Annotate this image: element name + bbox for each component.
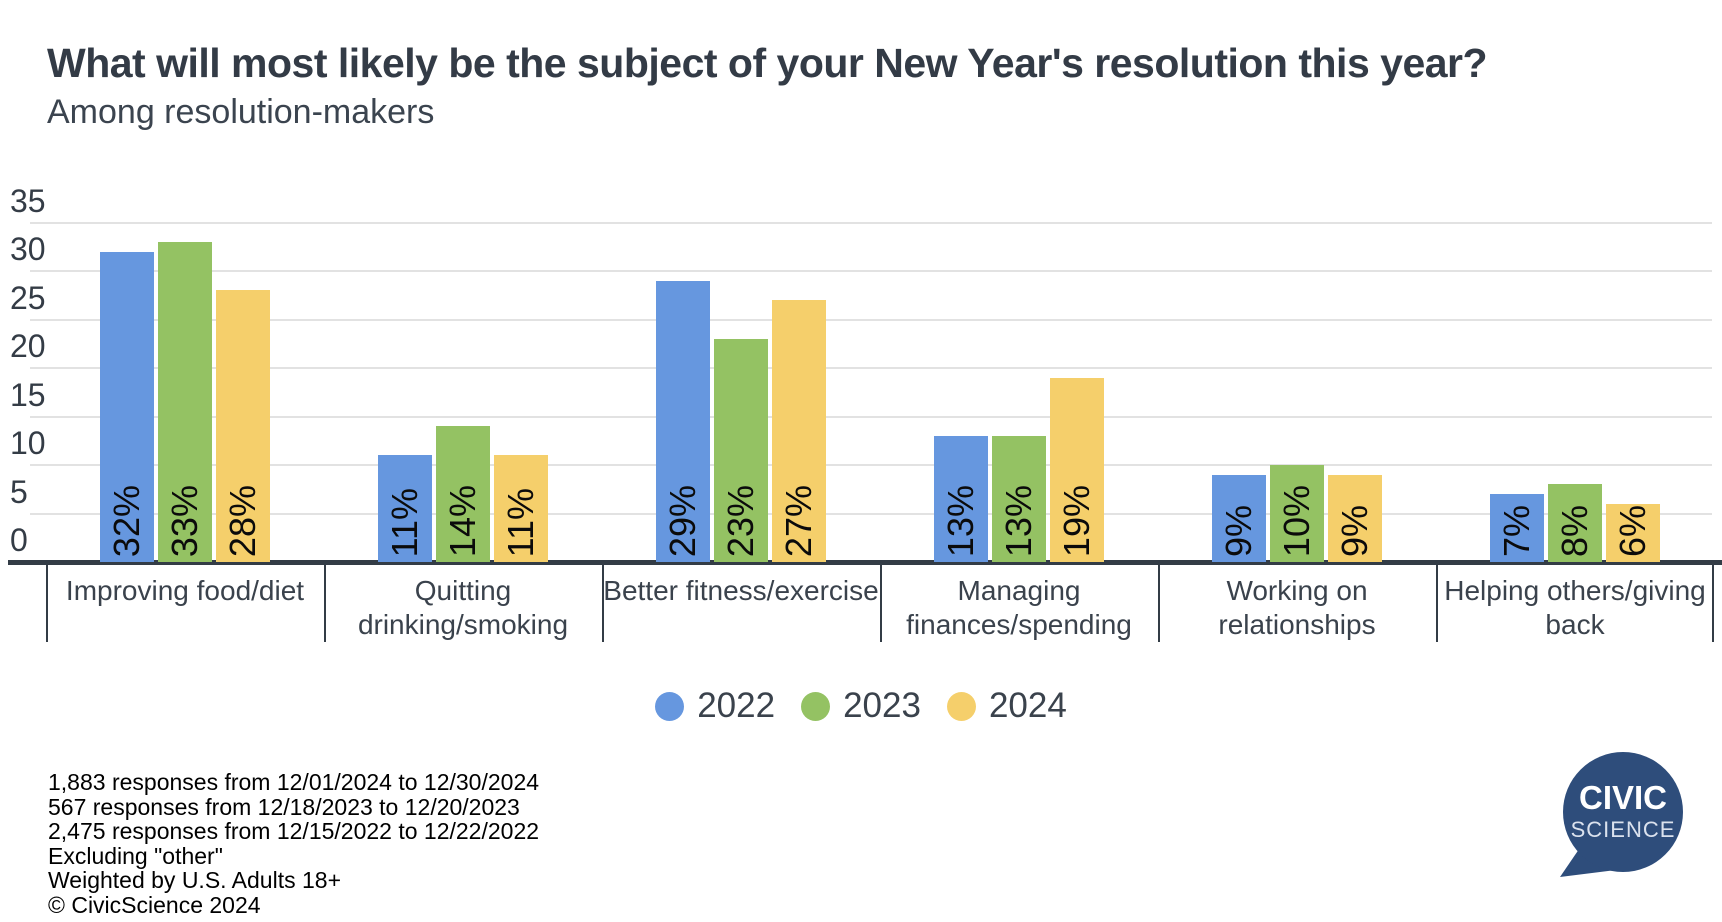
legend-label: 2022 xyxy=(697,686,776,725)
category-separator xyxy=(46,562,48,642)
y-tick-label: 25 xyxy=(10,279,46,316)
speech-bubble-icon: CIVIC SCIENCE xyxy=(1560,752,1683,877)
gridline xyxy=(30,367,1712,369)
category-separator xyxy=(324,562,326,642)
legend-label: 2023 xyxy=(843,686,921,725)
bar-value-label: 13% xyxy=(940,484,981,557)
chart-legend: 2022 2023 2024 xyxy=(0,686,1722,726)
bar: 13% xyxy=(934,435,988,562)
bar-value-label: 28% xyxy=(222,484,263,557)
bar: 13% xyxy=(992,435,1046,562)
bar: 11% xyxy=(378,455,432,562)
chart-title: What will most likely be the subject of … xyxy=(47,40,1488,86)
2022-legend-swatch xyxy=(655,691,685,721)
x-axis-line xyxy=(8,560,1722,565)
logo-text-science: SCIENCE xyxy=(1571,817,1676,842)
footer-line: 567 responses from 12/18/2023 to 12/20/2… xyxy=(48,793,520,820)
category-separator xyxy=(1436,562,1438,642)
bar: 7% xyxy=(1490,494,1544,562)
category-label: Working on relationships xyxy=(1218,575,1376,640)
2023-legend-swatch xyxy=(801,691,831,721)
y-tick-label: 30 xyxy=(10,231,46,267)
gridline xyxy=(30,415,1712,418)
bar-value-label: 33% xyxy=(164,484,205,557)
bar-value-label: 19% xyxy=(1056,484,1097,557)
gridline xyxy=(30,464,1712,466)
logo-text-civic: CIVIC xyxy=(1579,779,1667,816)
footer-line: Excluding "other" xyxy=(48,842,223,869)
footer-line: 2,475 responses from 12/15/2022 to 12/22… xyxy=(48,818,540,844)
bar-value-label: 9% xyxy=(1218,504,1259,557)
bar: 6% xyxy=(1606,503,1660,562)
gridline xyxy=(30,512,1712,515)
category-separator xyxy=(1158,562,1160,642)
bar-value-label: 7% xyxy=(1496,504,1537,557)
y-tick-label: 35 xyxy=(10,182,46,219)
y-tick-label: 0 xyxy=(10,522,28,558)
bar: 19% xyxy=(1050,377,1104,562)
bar: 29% xyxy=(656,280,710,562)
bar-value-label: 10% xyxy=(1276,484,1317,557)
category-label: Helping others/giving back xyxy=(1444,575,1706,640)
2024-legend-swatch xyxy=(946,691,976,721)
footer-line: © CivicScience 2024 xyxy=(48,891,261,918)
bar-value-label: 9% xyxy=(1334,504,1375,557)
bar: 11% xyxy=(494,455,548,562)
bar: 10% xyxy=(1270,465,1324,562)
bar-value-label: 29% xyxy=(662,484,703,557)
bar-value-label: 13% xyxy=(998,484,1039,557)
bar: 14% xyxy=(436,426,490,562)
bar-value-label: 11% xyxy=(384,487,425,557)
bar: 27% xyxy=(772,300,826,562)
gridline xyxy=(30,221,1712,224)
legend-item: 2023 xyxy=(801,686,921,726)
footer-line: 1,883 responses from 12/01/2024 to 12/30… xyxy=(48,769,540,795)
category-label: Improving food/diet xyxy=(65,575,305,606)
category-label: Quitting drinking/smoking xyxy=(357,575,569,640)
footer-notes: 1,883 responses from 12/01/2024 to 12/30… xyxy=(48,770,539,917)
legend-item: 2024 xyxy=(946,686,1067,726)
bar-value-label: 23% xyxy=(720,484,761,557)
bar: 23% xyxy=(714,338,768,562)
y-tick-label: 5 xyxy=(10,473,28,510)
civicscience-logo: CIVIC SCIENCE xyxy=(1540,735,1710,910)
footer-line: Weighted by U.S. Adults 18+ xyxy=(48,867,342,893)
bar: 9% xyxy=(1328,474,1382,562)
bar: 33% xyxy=(158,241,212,562)
bar-value-label: 32% xyxy=(106,484,147,557)
legend-label: 2024 xyxy=(988,686,1067,725)
category-separator xyxy=(880,562,882,642)
category-separator xyxy=(1712,562,1714,642)
gridline xyxy=(30,270,1712,272)
chart-subtitle: Among resolution-makers xyxy=(47,93,435,131)
bar-value-label: 6% xyxy=(1612,504,1653,557)
category-separator xyxy=(602,562,604,642)
y-tick-label: 10 xyxy=(10,425,46,461)
bar-value-label: 27% xyxy=(778,484,819,557)
bar: 9% xyxy=(1212,474,1266,562)
gridline xyxy=(30,318,1712,321)
bar-value-label: 14% xyxy=(442,484,483,557)
y-tick-label: 20 xyxy=(10,328,46,364)
bar: 8% xyxy=(1548,484,1602,562)
bar: 32% xyxy=(100,251,154,562)
y-tick-label: 15 xyxy=(10,376,46,413)
category-label: Managing finances/spending xyxy=(906,575,1132,640)
bar: 28% xyxy=(216,290,270,562)
bar-value-label: 11% xyxy=(500,487,541,557)
bar-value-label: 8% xyxy=(1554,504,1595,557)
category-label: Better fitness/exercise xyxy=(603,575,879,606)
legend-item: 2022 xyxy=(655,686,775,726)
